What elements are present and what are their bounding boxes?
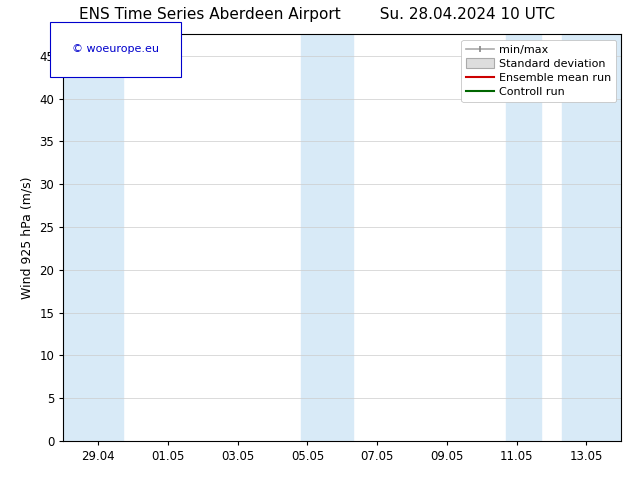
Legend: min/max, Standard deviation, Ensemble mean run, Controll run: min/max, Standard deviation, Ensemble me… (462, 40, 616, 102)
Bar (562, 34, 621, 441)
Text: © woeurope.eu: © woeurope.eu (72, 45, 158, 54)
Bar (63, 34, 123, 441)
Y-axis label: Wind 925 hPa (m/s): Wind 925 hPa (m/s) (21, 176, 34, 299)
Bar (506, 34, 541, 441)
Bar (301, 34, 353, 441)
Text: ENS Time Series Aberdeen Airport        Su. 28.04.2024 10 UTC: ENS Time Series Aberdeen Airport Su. 28.… (79, 7, 555, 23)
